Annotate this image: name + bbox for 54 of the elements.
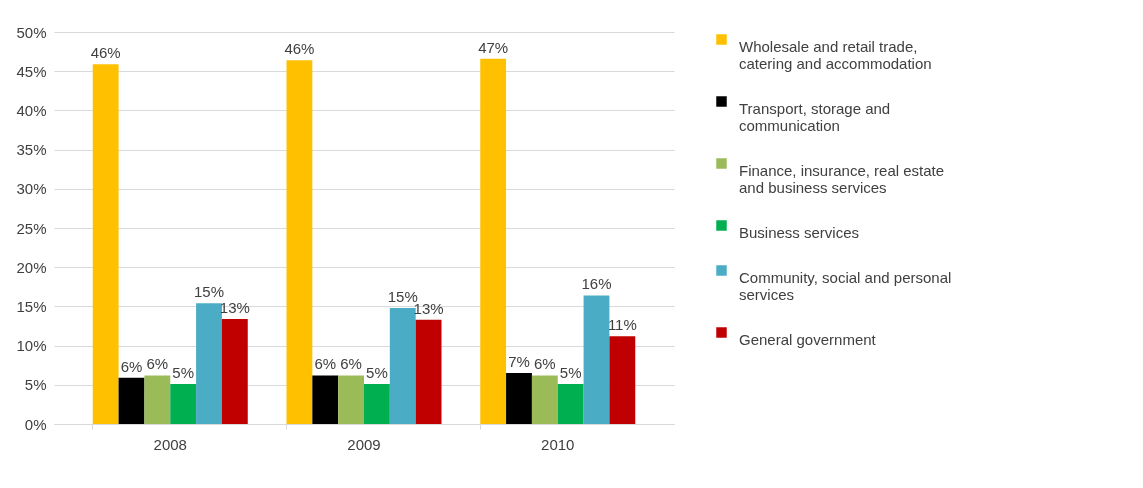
bar xyxy=(286,60,313,424)
bar xyxy=(364,384,390,424)
y-tick-label: 10% xyxy=(16,337,47,355)
data-label: 5% xyxy=(559,364,582,382)
y-tick-label: 15% xyxy=(16,297,47,315)
bar xyxy=(609,336,636,424)
x-tick-label: 2009 xyxy=(347,435,381,453)
bar xyxy=(92,64,119,424)
bar xyxy=(118,377,145,424)
data-label: 5% xyxy=(366,364,388,382)
data-label: 6% xyxy=(120,357,143,375)
data-label: 16% xyxy=(581,275,612,293)
bar xyxy=(480,58,507,424)
bar xyxy=(389,307,416,424)
y-tick-label: 25% xyxy=(16,219,47,237)
legend-label: Transport, storage and communication xyxy=(739,99,891,134)
bar xyxy=(144,375,171,424)
data-label: 6% xyxy=(146,355,169,373)
bar xyxy=(583,295,610,424)
y-tick-label: 0% xyxy=(24,415,47,433)
legend-label: Community, social and personal services xyxy=(739,268,952,303)
bar xyxy=(221,318,248,424)
data-label: 7% xyxy=(508,353,530,371)
legend-label: Business services xyxy=(739,223,860,241)
y-tick-label: 45% xyxy=(16,62,47,80)
data-label: 46% xyxy=(284,40,315,58)
y-tick-label: 40% xyxy=(16,101,47,119)
data-label: 47% xyxy=(478,38,509,56)
legend-label: Finance, insurance, real estate and business services xyxy=(739,161,945,196)
legend-label: General government xyxy=(739,330,877,348)
bar xyxy=(557,384,584,424)
y-tick-label: 30% xyxy=(16,180,47,198)
data-label: 6% xyxy=(340,355,362,373)
bar xyxy=(196,303,222,424)
bar xyxy=(506,373,532,424)
data-label: 6% xyxy=(314,355,337,373)
data-label: 46% xyxy=(90,44,121,62)
bar xyxy=(312,375,339,424)
y-tick-label: 20% xyxy=(16,258,47,276)
bar xyxy=(415,319,442,424)
data-label: 15% xyxy=(387,287,418,305)
y-tick-label: 50% xyxy=(16,23,47,41)
data-label: 15% xyxy=(193,283,225,301)
x-tick-label: 2010 xyxy=(541,435,575,453)
y-tick-label: 5% xyxy=(24,376,47,394)
data-label: 5% xyxy=(172,364,195,382)
bar xyxy=(531,375,558,424)
bar xyxy=(170,384,197,424)
legend-label: Wholesale and retail trade, catering and accommodation xyxy=(739,37,932,72)
x-tick-label: 2008 xyxy=(153,435,187,453)
data-label: 11% xyxy=(607,316,637,334)
data-label: 6% xyxy=(533,355,556,373)
y-tick-label: 35% xyxy=(16,141,47,159)
bar xyxy=(338,375,364,424)
